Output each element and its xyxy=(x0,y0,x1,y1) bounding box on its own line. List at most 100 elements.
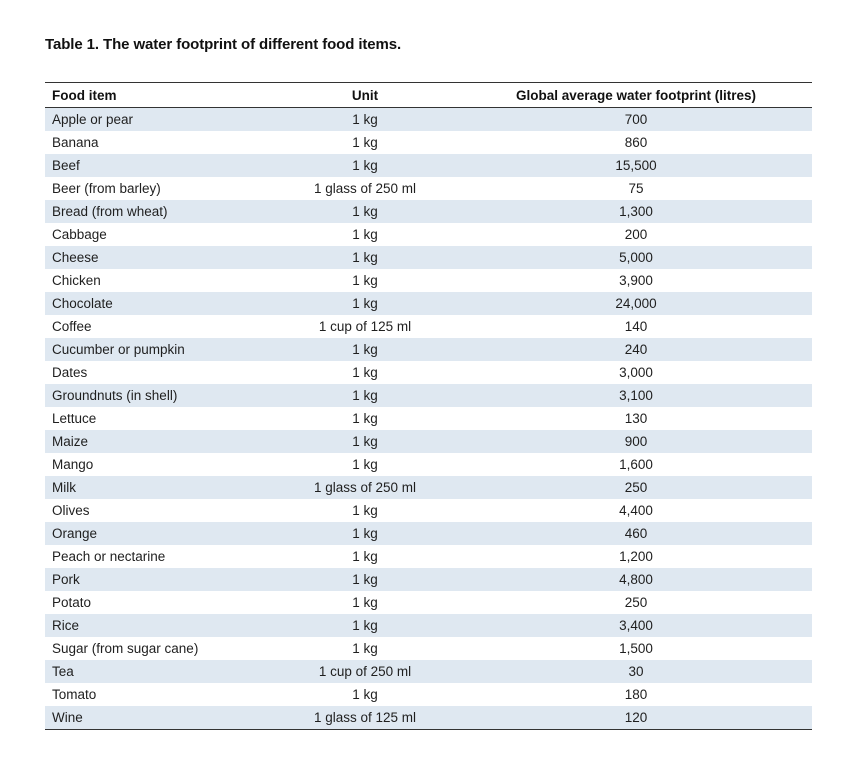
cell-water-footprint: 4,800 xyxy=(619,572,653,587)
cell-water-footprint: 3,000 xyxy=(619,365,653,380)
cell-water-footprint: 30 xyxy=(628,664,644,679)
cell-food-item: Cabbage xyxy=(52,227,107,242)
cell-unit: 1 kg xyxy=(352,273,378,288)
cell-food-item: Banana xyxy=(52,135,99,150)
cell-water-footprint: 140 xyxy=(624,319,648,334)
cell-water-footprint: 3,900 xyxy=(619,273,653,288)
table-row: Maize 1 kg 900 xyxy=(45,430,812,453)
cell-water-footprint: 3,400 xyxy=(619,618,653,633)
water-footprint-table: Food item Unit Global average water foot… xyxy=(45,82,812,730)
cell-water-footprint: 130 xyxy=(624,411,648,426)
table-row: Apple or pear 1 kg 700 xyxy=(45,107,812,131)
cell-unit: 1 kg xyxy=(352,595,378,610)
cell-unit: 1 kg xyxy=(352,250,378,265)
table-body: Apple or pear 1 kg 700 Banana 1 kg 860 Beef 1 k… xyxy=(45,107,812,730)
header-row: Food item Unit Global average water foot… xyxy=(45,82,812,108)
cell-unit: 1 kg xyxy=(352,365,378,380)
cell-unit: 1 cup of 250 ml xyxy=(318,664,412,679)
table-row: Peach or nectarine 1 kg 1,200 xyxy=(45,545,812,568)
cell-water-footprint: 15,500 xyxy=(615,158,657,173)
cell-food-item: Chocolate xyxy=(52,296,113,311)
cell-water-footprint: 700 xyxy=(624,112,648,127)
table-row: Lettuce 1 kg 130 xyxy=(45,407,812,430)
table-row: Chocolate 1 kg 24,000 xyxy=(45,292,812,315)
cell-water-footprint: 250 xyxy=(624,595,648,610)
cell-water-footprint: 120 xyxy=(624,710,648,725)
table-row: Bread (from wheat) 1 kg 1,300 xyxy=(45,200,812,223)
table-row: Chicken 1 kg 3,900 xyxy=(45,269,812,292)
cell-food-item: Mango xyxy=(52,457,94,472)
cell-water-footprint: 24,000 xyxy=(615,296,657,311)
table-row: Cheese 1 kg 5,000 xyxy=(45,246,812,269)
cell-food-item: Peach or nectarine xyxy=(52,549,166,564)
cell-unit: 1 kg xyxy=(352,457,378,472)
table-row: Groundnuts (in shell) 1 kg 3,100 xyxy=(45,384,812,407)
table-row: Milk 1 glass of 250 ml 250 xyxy=(45,476,812,499)
cell-water-footprint: 4,400 xyxy=(619,503,653,518)
cell-water-footprint: 250 xyxy=(624,480,648,495)
cell-food-item: Beer (from barley) xyxy=(52,181,161,196)
table-row: Tea 1 cup of 250 ml 30 xyxy=(45,660,812,683)
cell-unit: 1 kg xyxy=(352,687,378,702)
cell-water-footprint: 1,600 xyxy=(619,457,653,472)
table-header: Food item Unit Global average water foot… xyxy=(45,82,812,108)
cell-food-item: Sugar (from sugar cane) xyxy=(52,641,199,656)
header-water-footprint: Global average water footprint (litres) xyxy=(515,87,757,103)
cell-unit: 1 kg xyxy=(352,411,378,426)
cell-water-footprint: 460 xyxy=(624,526,648,541)
cell-food-item: Cheese xyxy=(52,250,99,265)
cell-water-footprint: 1,200 xyxy=(619,549,653,564)
table-row: Orange 1 kg 460 xyxy=(45,522,812,545)
cell-food-item: Lettuce xyxy=(52,411,97,426)
cell-unit: 1 kg xyxy=(352,388,378,403)
cell-unit: 1 kg xyxy=(352,641,378,656)
table-caption: Table 1. The water footprint of differen… xyxy=(45,36,402,53)
cell-water-footprint: 180 xyxy=(624,687,648,702)
table-row: Olives 1 kg 4,400 xyxy=(45,499,812,522)
cell-unit: 1 kg xyxy=(352,204,378,219)
table-row: Wine 1 glass of 125 ml 120 xyxy=(45,706,812,730)
cell-food-item: Apple or pear xyxy=(52,112,134,127)
cell-unit: 1 glass of 250 ml xyxy=(313,480,417,495)
table-row: Dates 1 kg 3,000 xyxy=(45,361,812,384)
cell-unit: 1 cup of 125 ml xyxy=(318,319,412,334)
cell-unit: 1 kg xyxy=(352,227,378,242)
cell-unit: 1 kg xyxy=(352,158,378,173)
cell-water-footprint: 75 xyxy=(628,181,644,196)
header-food-item: Food item xyxy=(52,87,117,103)
cell-food-item: Cucumber or pumpkin xyxy=(52,342,185,357)
table-row: Beef 1 kg 15,500 xyxy=(45,154,812,177)
cell-food-item: Olives xyxy=(52,503,90,518)
table-row: Rice 1 kg 3,400 xyxy=(45,614,812,637)
table-row: Banana 1 kg 860 xyxy=(45,131,812,154)
cell-unit: 1 kg xyxy=(352,135,378,150)
cell-food-item: Milk xyxy=(52,480,76,495)
cell-unit: 1 glass of 125 ml xyxy=(313,710,417,725)
cell-water-footprint: 240 xyxy=(624,342,648,357)
cell-food-item: Pork xyxy=(52,572,80,587)
cell-food-item: Tomato xyxy=(52,687,97,702)
table-row: Tomato 1 kg 180 xyxy=(45,683,812,706)
cell-food-item: Dates xyxy=(52,365,88,380)
cell-food-item: Chicken xyxy=(52,273,101,288)
cell-food-item: Maize xyxy=(52,434,89,449)
cell-unit: 1 kg xyxy=(352,526,378,541)
water-footprint-table-container: Food item Unit Global average water foot… xyxy=(45,82,812,730)
cell-water-footprint: 1,500 xyxy=(619,641,653,656)
cell-food-item: Rice xyxy=(52,618,80,633)
header-unit: Unit xyxy=(351,87,379,103)
cell-water-footprint: 5,000 xyxy=(619,250,653,265)
cell-unit: 1 kg xyxy=(352,342,378,357)
cell-food-item: Bread (from wheat) xyxy=(52,204,168,219)
cell-water-footprint: 860 xyxy=(624,135,648,150)
table-row: Coffee 1 cup of 125 ml 140 xyxy=(45,315,812,338)
cell-food-item: Potato xyxy=(52,595,92,610)
table-row: Sugar (from sugar cane) 1 kg 1,500 xyxy=(45,637,812,660)
cell-food-item: Groundnuts (in shell) xyxy=(52,388,178,403)
table-row: Beer (from barley) 1 glass of 250 ml 75 xyxy=(45,177,812,200)
cell-food-item: Tea xyxy=(52,664,74,679)
cell-food-item: Orange xyxy=(52,526,98,541)
table-row: Pork 1 kg 4,800 xyxy=(45,568,812,591)
cell-unit: 1 kg xyxy=(352,112,378,127)
cell-water-footprint: 900 xyxy=(624,434,648,449)
